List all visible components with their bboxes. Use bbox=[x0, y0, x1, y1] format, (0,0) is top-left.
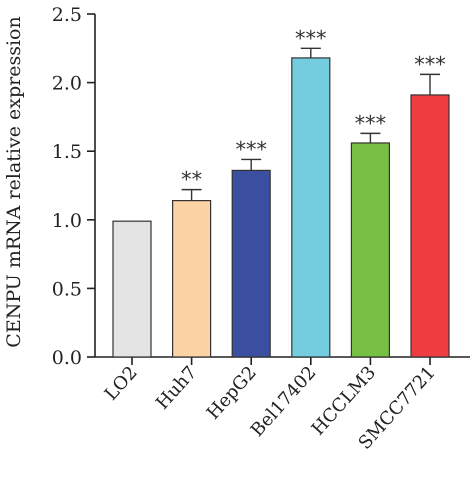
significance-label: *** bbox=[295, 26, 327, 50]
y-tick-label: 2.5 bbox=[52, 4, 82, 26]
significance-label: *** bbox=[355, 111, 387, 135]
error-bars bbox=[181, 47, 440, 201]
bar bbox=[291, 57, 331, 358]
x-axis bbox=[95, 356, 470, 365]
category-label: Huh7 bbox=[152, 362, 201, 413]
y-axis: 0.0 0.5 1.0 1.5 2.0 2.5 bbox=[52, 4, 96, 369]
y-tick-label: 0.5 bbox=[52, 278, 82, 300]
bar bbox=[231, 169, 271, 358]
y-tick-label: 1.0 bbox=[52, 210, 82, 232]
significance-markers: ************** bbox=[181, 26, 446, 191]
significance-label: ** bbox=[181, 168, 202, 192]
bar bbox=[112, 220, 152, 358]
significance-label: *** bbox=[235, 137, 267, 161]
bars bbox=[112, 57, 450, 358]
y-tick-label: 2.0 bbox=[52, 73, 82, 95]
category-label: LO2 bbox=[101, 362, 142, 404]
y-tick-label: 0.0 bbox=[52, 347, 82, 369]
y-axis-title: CENPU mRNA relative expression bbox=[3, 16, 25, 347]
category-label: HepG2 bbox=[203, 362, 261, 423]
bar bbox=[172, 199, 212, 358]
significance-label: *** bbox=[414, 52, 446, 76]
bar bbox=[350, 142, 390, 358]
bar bbox=[410, 94, 450, 358]
y-tick-label: 1.5 bbox=[52, 141, 82, 163]
